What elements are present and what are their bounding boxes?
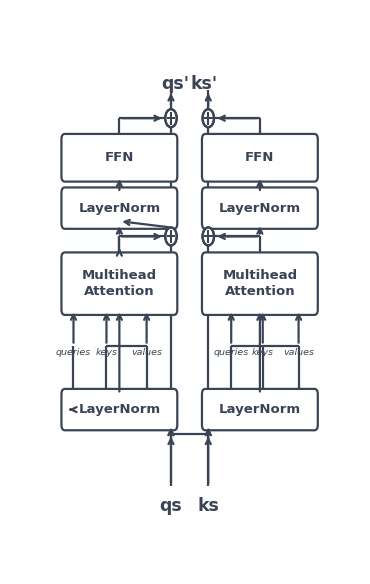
FancyBboxPatch shape [202, 187, 318, 229]
Text: values: values [131, 347, 162, 357]
Text: LayerNorm: LayerNorm [219, 403, 301, 416]
Text: keys: keys [252, 347, 274, 357]
Circle shape [202, 228, 214, 245]
Text: values: values [283, 347, 314, 357]
FancyBboxPatch shape [202, 252, 318, 315]
Text: Multihead
Attention: Multihead Attention [82, 269, 157, 298]
FancyBboxPatch shape [61, 389, 177, 430]
Text: Multihead
Attention: Multihead Attention [222, 269, 297, 298]
Text: queries: queries [56, 347, 91, 357]
Text: ks: ks [197, 497, 219, 515]
FancyBboxPatch shape [61, 187, 177, 229]
Text: FFN: FFN [245, 151, 275, 164]
Text: LayerNorm: LayerNorm [78, 403, 161, 416]
FancyBboxPatch shape [202, 389, 318, 430]
Circle shape [165, 228, 177, 245]
FancyBboxPatch shape [202, 134, 318, 182]
Text: ks': ks' [191, 75, 218, 93]
FancyBboxPatch shape [61, 134, 177, 182]
Circle shape [202, 109, 214, 127]
Text: LayerNorm: LayerNorm [78, 201, 161, 215]
FancyBboxPatch shape [61, 252, 177, 315]
Text: FFN: FFN [105, 151, 134, 164]
Text: queries: queries [213, 347, 249, 357]
Text: LayerNorm: LayerNorm [219, 201, 301, 215]
Text: qs: qs [159, 497, 182, 515]
Text: qs': qs' [161, 75, 189, 93]
Text: keys: keys [95, 347, 117, 357]
Circle shape [165, 109, 177, 127]
